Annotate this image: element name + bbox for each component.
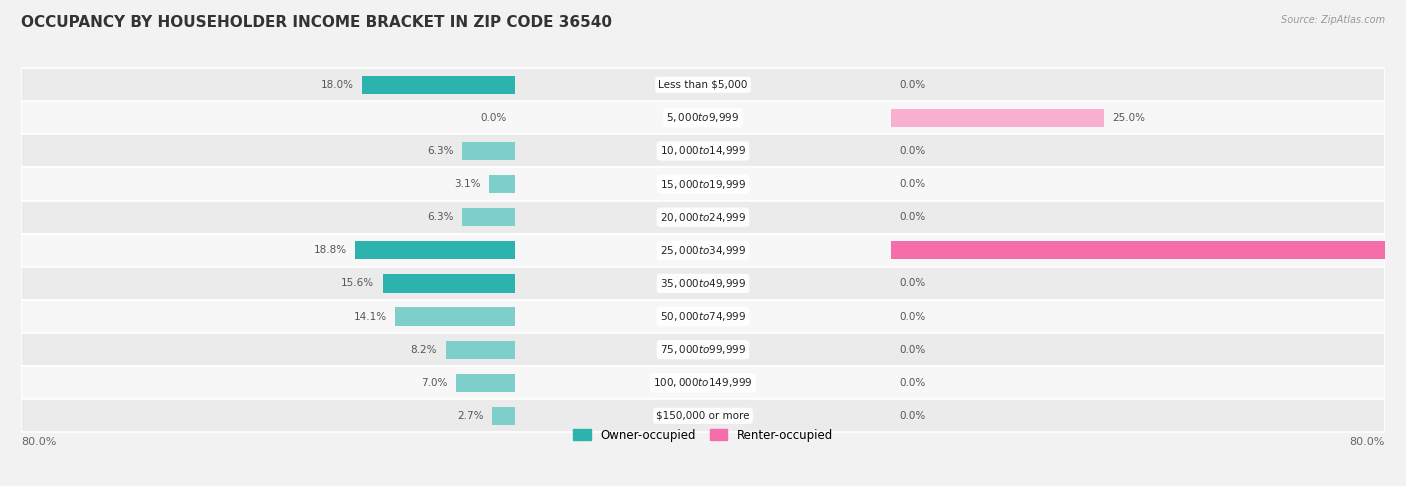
Text: 2.7%: 2.7%: [457, 411, 484, 421]
Text: 80.0%: 80.0%: [1350, 437, 1385, 448]
Bar: [395, 308, 516, 326]
Bar: [21, 234, 1385, 267]
Text: Less than $5,000: Less than $5,000: [658, 80, 748, 90]
Text: 0.0%: 0.0%: [898, 278, 925, 288]
Text: $5,000 to $9,999: $5,000 to $9,999: [666, 111, 740, 124]
Text: $25,000 to $34,999: $25,000 to $34,999: [659, 244, 747, 257]
Bar: [21, 201, 1385, 234]
Text: $20,000 to $24,999: $20,000 to $24,999: [659, 210, 747, 224]
Bar: [363, 76, 516, 94]
Text: 3.1%: 3.1%: [454, 179, 481, 189]
Text: 14.1%: 14.1%: [354, 312, 387, 322]
Text: 0.0%: 0.0%: [898, 378, 925, 388]
Bar: [890, 109, 1104, 127]
Text: 0.0%: 0.0%: [898, 345, 925, 355]
Bar: [21, 68, 1385, 101]
Bar: [492, 407, 516, 425]
Bar: [382, 274, 516, 293]
Bar: [21, 168, 1385, 201]
Text: 0.0%: 0.0%: [898, 146, 925, 156]
Text: 8.2%: 8.2%: [411, 345, 437, 355]
Bar: [461, 208, 516, 226]
Text: $15,000 to $19,999: $15,000 to $19,999: [659, 177, 747, 191]
Bar: [21, 101, 1385, 135]
Text: $75,000 to $99,999: $75,000 to $99,999: [659, 343, 747, 356]
Bar: [890, 241, 1406, 260]
Bar: [21, 399, 1385, 433]
Text: 18.0%: 18.0%: [321, 80, 353, 90]
Text: $50,000 to $74,999: $50,000 to $74,999: [659, 310, 747, 323]
Bar: [456, 374, 516, 392]
Text: 18.8%: 18.8%: [314, 245, 347, 255]
Text: 0.0%: 0.0%: [898, 179, 925, 189]
Text: $150,000 or more: $150,000 or more: [657, 411, 749, 421]
Text: 0.0%: 0.0%: [481, 113, 508, 123]
Text: 0.0%: 0.0%: [898, 80, 925, 90]
Bar: [21, 135, 1385, 168]
Text: $100,000 to $149,999: $100,000 to $149,999: [654, 376, 752, 389]
Bar: [489, 175, 516, 193]
Bar: [461, 142, 516, 160]
Bar: [21, 267, 1385, 300]
Bar: [21, 300, 1385, 333]
Text: 0.0%: 0.0%: [898, 411, 925, 421]
Text: 0.0%: 0.0%: [898, 212, 925, 222]
Text: 7.0%: 7.0%: [420, 378, 447, 388]
Text: OCCUPANCY BY HOUSEHOLDER INCOME BRACKET IN ZIP CODE 36540: OCCUPANCY BY HOUSEHOLDER INCOME BRACKET …: [21, 15, 612, 30]
Text: 25.0%: 25.0%: [1112, 113, 1144, 123]
Bar: [21, 333, 1385, 366]
Text: 6.3%: 6.3%: [427, 212, 453, 222]
Text: 6.3%: 6.3%: [427, 146, 453, 156]
Text: 15.6%: 15.6%: [340, 278, 374, 288]
Text: $35,000 to $49,999: $35,000 to $49,999: [659, 277, 747, 290]
Bar: [356, 241, 516, 260]
Bar: [21, 366, 1385, 399]
Text: $10,000 to $14,999: $10,000 to $14,999: [659, 144, 747, 157]
Legend: Owner-occupied, Renter-occupied: Owner-occupied, Renter-occupied: [568, 424, 838, 447]
Text: 0.0%: 0.0%: [898, 312, 925, 322]
Text: 80.0%: 80.0%: [21, 437, 56, 448]
Bar: [446, 341, 516, 359]
Text: Source: ZipAtlas.com: Source: ZipAtlas.com: [1281, 15, 1385, 25]
